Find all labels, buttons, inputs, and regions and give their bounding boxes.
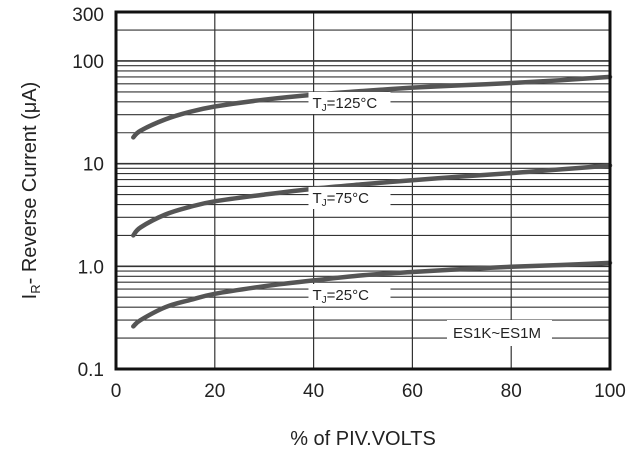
- curve-label-main: T: [312, 190, 321, 207]
- curve-label-1: TJ=75°C: [308, 187, 391, 209]
- annotation-group: ES1K~ES1M: [446, 320, 552, 346]
- curve-label-rest: =25°C: [327, 287, 369, 304]
- curve-label-box: [308, 92, 391, 114]
- annotation-box: [446, 320, 552, 346]
- curve-label-main: T: [312, 287, 321, 304]
- curve-label-2: TJ=25°C: [308, 284, 391, 306]
- y-axis-title: IR- Reverse Current (μA): [19, 82, 43, 300]
- y-axis-title-subscript: R: [28, 284, 43, 293]
- curve-label-subscript: J: [322, 103, 327, 114]
- curve-label-text: TJ=125°C: [312, 95, 377, 114]
- curve-label-text: TJ=25°C: [312, 287, 369, 306]
- curve-label-subscript: J: [322, 295, 327, 306]
- y-tick-label: 0.1: [78, 360, 104, 381]
- y-tick-label: 1.0: [78, 257, 104, 278]
- curve-label-text: TJ=75°C: [312, 190, 369, 209]
- plot-frame: [114, 10, 612, 371]
- x-axis-title: % of PIV.VOLTS: [290, 428, 436, 450]
- curve-label-subscript: J: [322, 198, 327, 209]
- y-axis-ticks: 0.1 1.0 10 100 300: [72, 5, 104, 381]
- x-tick-label: 100: [594, 381, 626, 402]
- y-tick-label: 300: [72, 5, 104, 26]
- x-tick-label: 0: [111, 381, 122, 402]
- x-tick-label: 60: [402, 381, 423, 402]
- annotation-text: ES1K~ES1M: [453, 325, 541, 342]
- x-axis-ticks: 0 20 40 60 80 100: [111, 381, 626, 402]
- curve-label-0: TJ=125°C: [308, 92, 391, 114]
- curve-label-rest: =75°C: [327, 190, 369, 207]
- series-curve-2: [131, 260, 613, 329]
- curve-labels: TJ=125°CTJ=75°CTJ=25°C: [308, 92, 391, 306]
- x-tick-label: 40: [303, 381, 324, 402]
- y-tick-label: 10: [83, 155, 104, 176]
- curve-label-main: T: [312, 95, 321, 112]
- curve-label-box: [308, 187, 391, 209]
- y-axis-title-main: I: [19, 294, 41, 300]
- x-tick-label: 20: [204, 381, 225, 402]
- y-axis-title-rest: - Reverse Current (μA): [19, 82, 41, 285]
- curve-label-rest: =125°C: [327, 95, 378, 112]
- y-tick-label: 100: [72, 52, 104, 73]
- x-tick-label: 80: [501, 381, 522, 402]
- curve-label-box: [308, 284, 391, 306]
